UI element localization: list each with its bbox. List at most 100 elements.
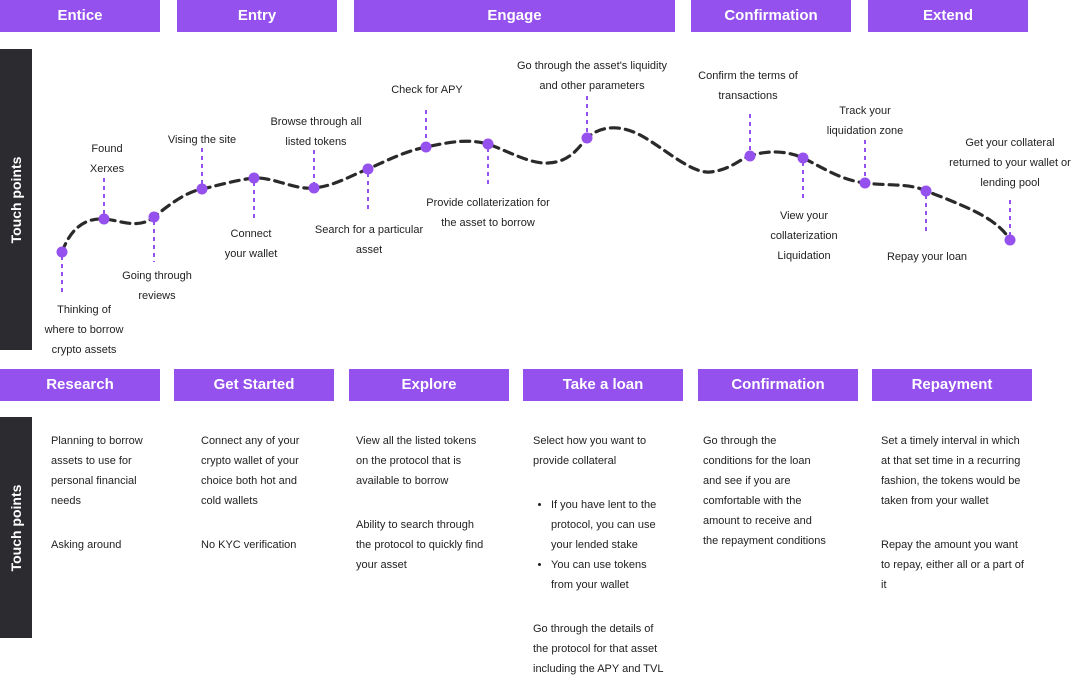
description-line: Go through the details of [533, 623, 654, 635]
description-line: assets to use for [51, 455, 132, 467]
phase-repayment: Repayment [872, 369, 1032, 401]
dot-going-through-reviews [148, 211, 160, 223]
phase-column-take-a-loan: Select how you want to provide collateral… [533, 431, 683, 679]
description-paragraph: Repay the amount you want to repay, eithe… [881, 535, 1051, 595]
touchpoint-label-line: Connect [230, 228, 272, 240]
touchpoint-label-repay-loan: Repay your loan [887, 247, 967, 267]
touchpoint-label-search-asset: Search for a particular asset [315, 220, 423, 260]
phase-get-started: Get Started [174, 369, 334, 401]
touchpoint-label-line: transactions [718, 90, 778, 102]
touchpoint-label-line: Vising the site [167, 134, 237, 146]
touchpoint-label-line: collaterization [770, 230, 838, 242]
description-line: the protocol for that asset [533, 643, 658, 655]
touchpoint-label-going-through-reviews: Going through reviews [122, 266, 192, 306]
description-line: Repay the amount you want [881, 539, 1018, 551]
touchpoint-label-line: your wallet [224, 248, 278, 260]
description-line: conditions for the loan [703, 455, 811, 467]
description-line: your asset [356, 559, 407, 571]
touch-points-side-label-top: Touch points [0, 49, 32, 350]
bullet-line: protocol, you can use [551, 519, 656, 531]
description-line: on the protocol that is [356, 455, 462, 467]
description-line: Ability to search through [356, 519, 475, 531]
touchpoint-label-view-collateral: View your collaterization Liquidation [770, 206, 837, 266]
dot-thinking [56, 246, 68, 258]
description-line: Set a timely interval in which [881, 435, 1020, 447]
phase-take-a-loan: Take a loan [523, 369, 683, 401]
description-paragraph: Go through the conditions for the loan and… [703, 431, 853, 551]
touchpoint-label-line: listed tokens [285, 136, 347, 148]
touchpoint-label-get-collateral: Get your collateral returned to your wall… [949, 133, 1071, 193]
touchpoint-label-line: View your [779, 210, 829, 222]
touchpoint-label-line: returned to your wallet or [949, 157, 1071, 169]
description-line: cold wallets [201, 495, 258, 507]
bullet-item: You can use tokens from your wallet [551, 555, 683, 595]
dot-liquidity [581, 132, 593, 144]
touchpoint-label-line: Go through the asset's liquidity [516, 60, 668, 72]
description-line: Go through the [703, 435, 777, 447]
description-paragraph: Go through the details of the protocol fo… [533, 619, 683, 679]
description-line: taken from your wallet [881, 495, 989, 507]
touchpoint-label-line: Provide collaterization for [426, 197, 550, 209]
bullet-line: You can use tokens [551, 559, 647, 571]
dot-repay-loan [920, 185, 932, 197]
description-line: to repay, either all or a part of [881, 559, 1024, 571]
description-paragraph: Connect any of your crypto wallet of your… [201, 431, 331, 511]
bullet-line: from your wallet [551, 579, 629, 591]
touchpoint-label-provide-collateral: Provide collaterization for the asset to … [426, 193, 550, 233]
touchpoint-label-browse-tokens: Browse through all listed tokens [270, 112, 361, 152]
phase-column-research: Planning to borrow assets to use for perso… [51, 431, 166, 555]
dot-found-xerxes [98, 213, 110, 225]
touchpoint-label-check-apy: Check for APY [391, 80, 463, 100]
touchpoint-label-line: Found [91, 143, 123, 155]
description-paragraph: Asking around [51, 535, 166, 555]
touchpoint-label-line: Repay your loan [886, 251, 968, 263]
touchpoint-label-line: Browse through all [270, 116, 362, 128]
description-line: crypto wallet of your [201, 455, 299, 467]
phase-explore: Explore [349, 369, 509, 401]
phase-confirmation-bottom: Confirmation [698, 369, 858, 401]
description-line: fashion, the tokens would be [881, 475, 1021, 487]
touchpoint-label-line: reviews [138, 290, 176, 302]
dot-confirm-terms [744, 150, 756, 162]
dot-check-apy [420, 141, 432, 153]
bullet-item: If you have lent to the protocol, you can… [551, 495, 683, 555]
dot-connect-wallet [248, 172, 260, 184]
dot-view-collateral [797, 152, 809, 164]
description-line: No KYC verification [201, 539, 297, 551]
bullet-line: If you have lent to the [551, 499, 657, 511]
touchpoint-label-liquidity: Go through the asset's liquidity and othe… [517, 56, 667, 96]
description-paragraph: Ability to search through the protocol to… [356, 515, 506, 575]
touchpoint-label-confirm-terms: Confirm the terms of transactions [698, 66, 798, 106]
touchpoint-label-line: Search for a particular [314, 224, 424, 236]
phase-column-repayment: Set a timely interval in which at that se… [881, 431, 1051, 595]
bullet-list: If you have lent to the protocol, you can… [533, 495, 683, 595]
touchpoint-label-line: the asset to borrow [441, 217, 535, 229]
touchpoint-label-line: Thinking of [57, 304, 111, 316]
touchpoint-label-found-xerxes: Found Xerxes [90, 139, 124, 179]
description-paragraph: Set a timely interval in which at that se… [881, 431, 1051, 511]
touchpoint-label-line: Xerxes [89, 163, 125, 175]
touchpoint-label-line: where to borrow [44, 324, 124, 336]
description-line: Connect any of your [201, 435, 300, 447]
description-line: the protocol to quickly find [356, 539, 484, 551]
description-line: Planning to borrow [51, 435, 143, 447]
touchpoint-label-thinking: Thinking of where to borrow crypto assets [45, 300, 124, 360]
phase-extend: Extend [868, 0, 1028, 32]
touchpoint-label-liquidation-zone: Track your liquidation zone [827, 101, 903, 141]
description-line: comfortable with the [703, 495, 802, 507]
touchpoint-label-line: lending pool [980, 177, 1040, 189]
description-paragraph: View all the listed tokens on the protoco… [356, 431, 506, 491]
touchpoint-label-line: Check for APY [391, 84, 463, 96]
touchpoint-label-line: Track your [839, 105, 891, 117]
phase-confirmation-top: Confirmation [691, 0, 851, 32]
description-line: it [881, 579, 887, 591]
description-line: choice both hot and [201, 475, 298, 487]
touchpoint-label-line: Going through [122, 270, 192, 282]
touchpoint-label-line: Get your collateral [965, 137, 1055, 149]
description-line: at that set time in a recurring [881, 455, 1021, 467]
phase-column-get-started: Connect any of your crypto wallet of your… [201, 431, 331, 555]
description-paragraph: Select how you want to provide collateral [533, 431, 683, 471]
description-line: amount to receive and [703, 515, 812, 527]
phase-entry: Entry [177, 0, 337, 32]
dot-provide-collateral [482, 138, 494, 150]
